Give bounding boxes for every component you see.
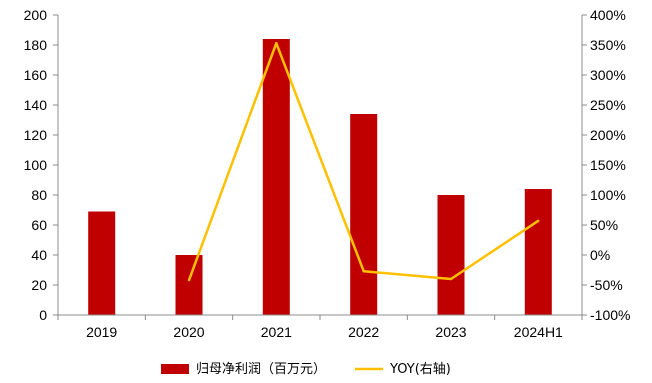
- left-tick-label: 60: [31, 217, 47, 233]
- x-tick-label: 2021: [261, 324, 292, 340]
- x-tick-label: 2024H1: [514, 324, 563, 340]
- legend-bar-label: 归母净利润（百万元）: [196, 362, 326, 377]
- right-tick-label: 100%: [590, 187, 626, 203]
- x-tick-label: 2022: [348, 324, 379, 340]
- x-tick-label: 2023: [435, 324, 466, 340]
- tick-labels-group: 0 20 40 60 80 100 120 140 160 180 200 -100% -50% 0% 50…: [24, 7, 631, 340]
- left-tick-label: 160: [24, 67, 48, 83]
- right-tick-label: 200%: [590, 127, 626, 143]
- left-tick-label: 180: [24, 37, 48, 53]
- left-tick-label: 120: [24, 127, 48, 143]
- left-tick-label: 100: [24, 157, 48, 173]
- left-tick-label: 140: [24, 97, 48, 113]
- left-tick-label: 200: [24, 7, 48, 23]
- axes-group: [53, 14, 587, 320]
- yoy-point-2021: [275, 42, 278, 45]
- left-tick-label: 20: [31, 277, 47, 293]
- line-group: [187, 41, 540, 282]
- legend-line-label: YOY(右轴): [389, 362, 451, 377]
- left-tick-label: 40: [31, 247, 47, 263]
- left-tick-label: 0: [39, 307, 47, 323]
- x-tick-label: 2019: [86, 324, 117, 340]
- legend-bar-swatch: [161, 364, 189, 374]
- yoy-point-2022: [362, 270, 365, 273]
- right-tick-label: -100%: [590, 307, 630, 323]
- right-tick-label: 400%: [590, 7, 626, 23]
- right-tick-label: -50%: [590, 277, 623, 293]
- yoy-point-2024H1: [537, 219, 540, 222]
- x-tick-label: 2020: [173, 324, 204, 340]
- right-tick-label: 350%: [590, 37, 626, 53]
- bar-2023: [437, 195, 465, 315]
- bar-2020: [175, 255, 203, 315]
- right-tick-label: 250%: [590, 97, 626, 113]
- bar-2024H1: [524, 189, 552, 315]
- left-tick-label: 80: [31, 187, 47, 203]
- yoy-point-2020: [187, 279, 191, 282]
- yoy-point-2023: [449, 277, 453, 281]
- right-tick-label: 300%: [590, 67, 626, 83]
- bar-2022: [350, 114, 378, 315]
- bar-2021: [262, 39, 290, 315]
- bar-2019: [88, 211, 116, 315]
- right-tick-label: 0%: [590, 247, 610, 263]
- bars-group: [88, 39, 552, 315]
- right-tick-label: 50%: [590, 217, 618, 233]
- right-tick-label: 150%: [590, 157, 626, 173]
- legend: 归母净利润（百万元） YOY(右轴): [161, 362, 451, 377]
